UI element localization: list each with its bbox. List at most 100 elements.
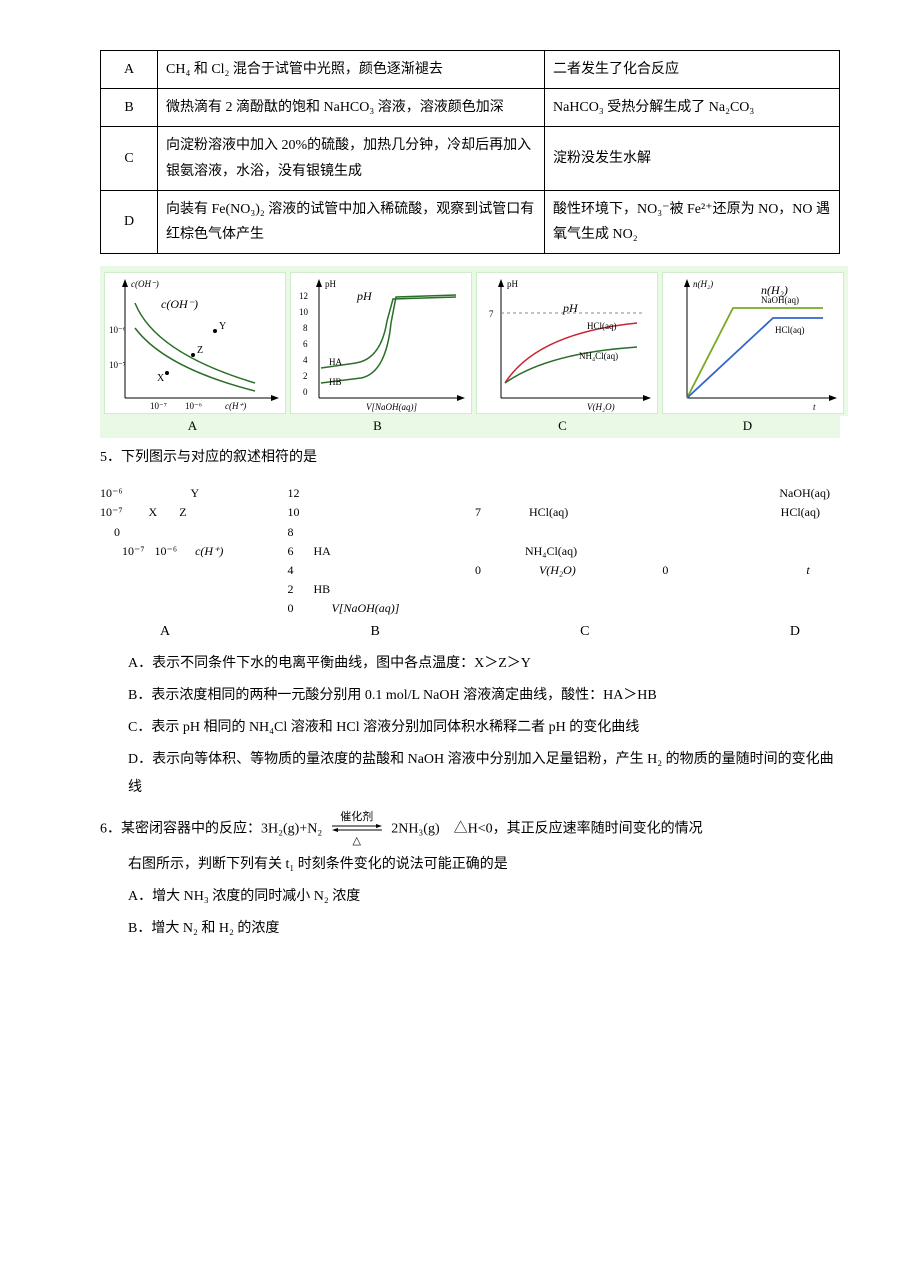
option: B．增大 N₂ 和 H₂ 的浓度 xyxy=(100,915,840,943)
row-label: D xyxy=(101,190,158,253)
table-row: D 向装有 Fe(NO₃)₂ 溶液的试管中加入稀硫酸，观察到试管口有红棕色气体产… xyxy=(101,190,840,253)
overlay-c-y: pH xyxy=(563,301,578,316)
overlay-a-y: c(OH⁻) xyxy=(161,297,198,312)
series: NH₄Cl(aq) xyxy=(525,542,577,561)
reaction-arrow: 催化剂 △ xyxy=(330,812,384,847)
chart-panel-b: 12 10 8 6 4 2 0 HA HB V[NaOH(aq)] pH pH xyxy=(290,272,472,414)
chart-strip: Y X Z 10⁻⁶ 10⁻⁷ 10⁻⁷ 10⁻⁶ c(H⁺) c(OH⁻) c… xyxy=(100,266,840,438)
textchart-c: 7 HCl(aq) NH₄Cl(aq) 0 V(H₂O) xyxy=(475,484,653,618)
option: C．表示 pH 相同的 NH₄Cl 溶液和 HCl 溶液分别加同体积水稀释二者 … xyxy=(100,714,840,742)
svg-text:10: 10 xyxy=(299,307,309,317)
tick: 12 xyxy=(287,484,465,503)
svg-text:pH: pH xyxy=(507,279,519,289)
letter: B xyxy=(370,624,379,640)
question-5-lead: 5．下列图示与对应的叙述相符的是 xyxy=(100,444,840,472)
table-body: A CH₄ 和 Cl₂ 混合于试管中光照，颜色逐渐褪去 二者发生了化合反应 B … xyxy=(101,51,840,254)
svg-text:NH₄Cl(aq): NH₄Cl(aq) xyxy=(579,351,618,361)
panel-letter: D xyxy=(655,416,840,438)
panel-letter: C xyxy=(470,416,655,438)
heat-label: △ xyxy=(330,836,384,847)
svg-text:pH: pH xyxy=(325,279,337,289)
option: B．表示浓度相同的两种一元酸分别用 0.1 mol/L NaOH 溶液滴定曲线，… xyxy=(100,682,840,710)
svg-text:8: 8 xyxy=(303,323,308,333)
svg-text:HB: HB xyxy=(329,377,342,387)
svg-text:6: 6 xyxy=(303,339,308,349)
row-observation: 微热滴有 2 滴酚酞的饱和 NaHCO₃ 溶液，溶液颜色加深 xyxy=(158,89,545,127)
tick: 10⁻⁶ xyxy=(155,542,178,561)
pt: X xyxy=(149,503,158,522)
table-row: B 微热滴有 2 滴酚酞的饱和 NaHCO₃ 溶液，溶液颜色加深 NaHCO₃ … xyxy=(101,89,840,127)
row-label: A xyxy=(101,51,158,89)
tick: 7 xyxy=(475,503,481,522)
textchart-d: NaOH(aq) HCl(aq) 0 t xyxy=(662,484,840,618)
svg-text:V(H₂O): V(H₂O) xyxy=(587,402,615,412)
svg-text:HCl(aq): HCl(aq) xyxy=(587,321,617,331)
row-conclusion: 二者发生了化合反应 xyxy=(545,51,840,89)
svg-text:c(H⁺): c(H⁺) xyxy=(225,401,246,411)
row-label: B xyxy=(101,89,158,127)
svg-text:t: t xyxy=(813,402,816,412)
table-row: C 向淀粉溶液中加入 20%的硫酸，加热几分钟，冷却后再加入银氨溶液，水浴，没有… xyxy=(101,127,840,190)
row-observation: 向淀粉溶液中加入 20%的硫酸，加热几分钟，冷却后再加入银氨溶液，水浴，没有银镜… xyxy=(158,127,545,190)
textchart-letters: A B C D xyxy=(160,624,800,640)
row-conclusion: 酸性环境下，NO₃⁻被 Fe²⁺还原为 NO，NO 遇氧气生成 NO₂ xyxy=(545,190,840,253)
textchart-b: 12 10 8 6HA 4 2HB 0V[NaOH(aq)] xyxy=(287,484,465,618)
experiment-table: A CH₄ 和 Cl₂ 混合于试管中光照，颜色逐渐褪去 二者发生了化合反应 B … xyxy=(100,50,840,254)
textchart-a: 10⁻⁶Y 10⁻⁷XZ 0 10⁻⁷10⁻⁶c(H⁺) xyxy=(100,484,278,618)
overlay-b-y: pH xyxy=(357,289,372,304)
panel-letter: B xyxy=(285,416,470,438)
q6-line1b: 2NH₃(g) △H<0，其正反应速率随时间变化的情况 xyxy=(391,822,702,837)
panel-letter: A xyxy=(100,416,285,438)
row-label: C xyxy=(101,127,158,190)
svg-text:Z: Z xyxy=(197,345,203,356)
tick: 8 xyxy=(287,523,293,542)
xlabel: t xyxy=(806,561,809,580)
pt: Z xyxy=(179,503,186,522)
series: HCl(aq) xyxy=(529,503,568,522)
svg-text:HCl(aq): HCl(aq) xyxy=(775,325,805,335)
row-observation: 向装有 Fe(NO₃)₂ 溶液的试管中加入稀硫酸，观察到试管口有红棕色气体产生 xyxy=(158,190,545,253)
tick: 10⁻⁷ xyxy=(122,542,145,561)
svg-text:HA: HA xyxy=(329,357,342,367)
series: HA xyxy=(313,542,330,561)
svg-text:10⁻⁷: 10⁻⁷ xyxy=(109,360,126,370)
q6-line2: 右图所示，判断下列有关 t₁ 时刻条件变化的说法可能正确的是 xyxy=(100,851,840,879)
option: A．表示不同条件下水的电离平衡曲线，图中各点温度：X＞Z＞Y xyxy=(100,650,840,678)
tick: 2 xyxy=(287,580,293,599)
tick: 4 xyxy=(287,561,293,580)
svg-text:Y: Y xyxy=(219,321,226,332)
tick: 10 xyxy=(287,503,465,522)
q6-line1a: 6．某密闭容器中的反应：3H₂(g)+N₂ xyxy=(100,822,326,837)
catalyst-label: 催化剂 xyxy=(330,812,384,823)
svg-text:c(OH⁻): c(OH⁻) xyxy=(131,279,159,289)
svg-text:0: 0 xyxy=(303,387,308,397)
tick: 0 xyxy=(114,523,120,542)
svg-text:10⁻⁶: 10⁻⁶ xyxy=(185,401,202,411)
option: A．增大 NH₃ 浓度的同时减小 N₂ 浓度 xyxy=(100,883,840,911)
tick: 0 xyxy=(475,561,481,580)
svg-text:10⁻⁶: 10⁻⁶ xyxy=(109,325,126,335)
svg-text:12: 12 xyxy=(299,291,308,301)
series: NaOH(aq) xyxy=(662,484,840,503)
svg-text:10⁻⁷: 10⁻⁷ xyxy=(150,401,167,411)
chart-panel-c: 7 HCl(aq) NH₄Cl(aq) V(H₂O) pH pH xyxy=(476,272,658,414)
row-conclusion: 淀粉没发生水解 xyxy=(545,127,840,190)
tick: 0 xyxy=(662,561,668,580)
series: HCl(aq) xyxy=(662,503,840,522)
svg-text:4: 4 xyxy=(303,355,308,365)
question-5-options: A．表示不同条件下水的电离平衡曲线，图中各点温度：X＞Z＞Y B．表示浓度相同的… xyxy=(100,650,840,802)
svg-text:7: 7 xyxy=(489,309,494,319)
text-chart-row: 10⁻⁶Y 10⁻⁷XZ 0 10⁻⁷10⁻⁶c(H⁺) 12 10 8 6HA… xyxy=(100,484,840,618)
option: D．表示向等体积、等物质的量浓度的盐酸和 NaOH 溶液中分别加入足量铝粉，产生… xyxy=(100,746,840,802)
row-observation: CH₄ 和 Cl₂ 混合于试管中光照，颜色逐渐褪去 xyxy=(158,51,545,89)
question-6: 6．某密闭容器中的反应：3H₂(g)+N₂ 催化剂 △ 2NH₃(g) △H<0… xyxy=(100,812,840,943)
row-conclusion: NaHCO₃ 受热分解生成了 Na₂CO₃ xyxy=(545,89,840,127)
svg-text:2: 2 xyxy=(303,371,308,381)
xlabel: V(H₂O) xyxy=(539,561,576,580)
svg-text:V[NaOH(aq)]: V[NaOH(aq)] xyxy=(366,402,417,412)
chart-panel-a: Y X Z 10⁻⁶ 10⁻⁷ 10⁻⁷ 10⁻⁶ c(H⁺) c(OH⁻) c… xyxy=(104,272,286,414)
letter: C xyxy=(580,624,589,640)
table-row: A CH₄ 和 Cl₂ 混合于试管中光照，颜色逐渐褪去 二者发生了化合反应 xyxy=(101,51,840,89)
chart-panel-d: NaOH(aq) HCl(aq) t n(H₂) n(H₂) xyxy=(662,272,844,414)
svg-text:X: X xyxy=(157,373,165,384)
